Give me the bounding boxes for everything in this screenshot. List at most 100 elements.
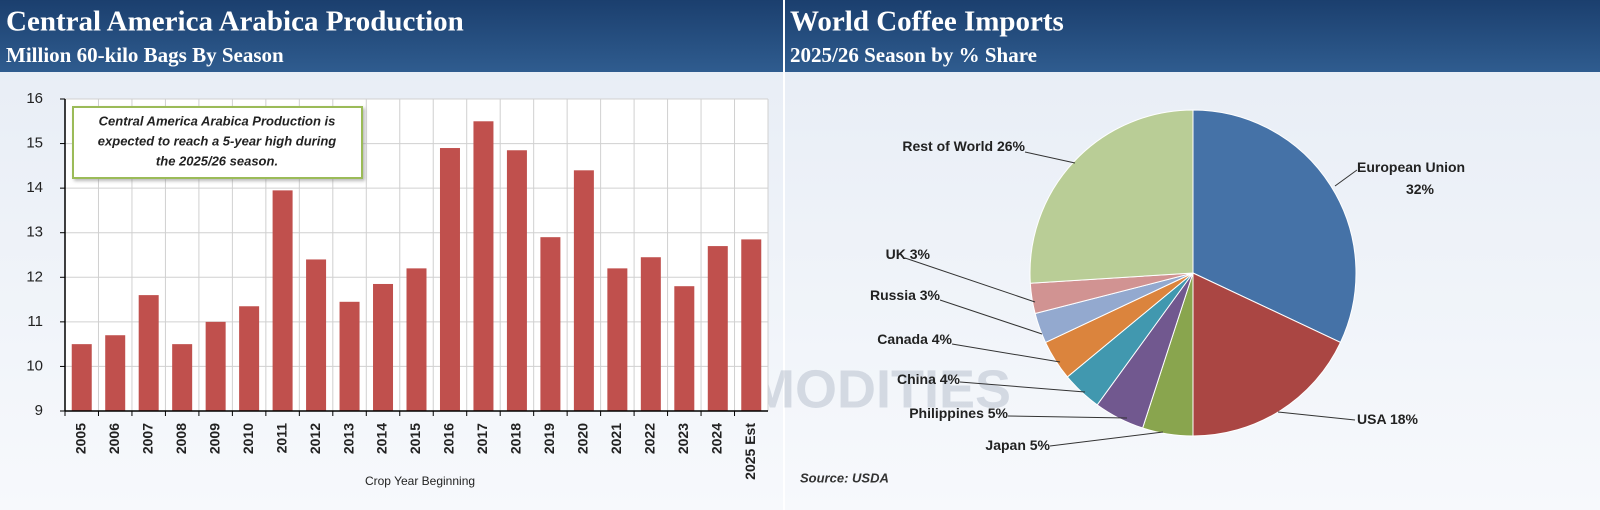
leader-line [904, 257, 1036, 303]
bar [373, 283, 394, 411]
bar [105, 335, 126, 411]
x-tick-label: 2020 [575, 423, 591, 454]
bar [138, 295, 159, 411]
slice-name: USA [1357, 411, 1386, 427]
leader-line [1334, 169, 1358, 187]
bar [540, 237, 561, 411]
x-tick-label: 2021 [608, 423, 624, 454]
y-tick-label: 14 [26, 179, 43, 196]
x-tick-label: 2008 [173, 423, 189, 454]
slice-label: UK 3% [886, 246, 931, 262]
leader-line [1024, 151, 1076, 164]
slice-value-label: 3% [920, 287, 941, 303]
bar [573, 170, 594, 411]
slice-name: UK [886, 246, 906, 262]
bar [239, 306, 260, 411]
slice-value-label: 4% [932, 331, 953, 347]
slice-label: Russia 3% [870, 287, 941, 303]
bar [506, 150, 527, 411]
x-tick-label: 2024 [708, 423, 724, 454]
slice-value-label: 18% [1390, 411, 1419, 427]
left-subtitle: Million 60-kilo Bags By Season [6, 43, 284, 67]
source: Source: USDA [800, 470, 889, 485]
leader-line [1007, 415, 1128, 419]
header-band [0, 0, 1600, 72]
leader-line [1277, 411, 1356, 421]
x-tick-label: 2014 [374, 423, 390, 454]
x-tick-label: 2007 [139, 423, 155, 454]
bar [741, 239, 762, 411]
right-title: World Coffee Imports [790, 6, 1064, 38]
annotation-text: expected to reach a 5-year high during [98, 133, 336, 148]
slice-value-label: 4% [940, 371, 961, 387]
right-subtitle: 2025/26 Season by % Share [790, 43, 1037, 67]
y-tick-label: 15 [26, 135, 43, 152]
slice-label: Canada 4% [877, 331, 952, 347]
slice-label: China 4% [897, 371, 961, 387]
slice-name: Russia [870, 287, 916, 303]
y-tick-label: 11 [27, 313, 43, 330]
x-tick-label: 2019 [541, 423, 557, 454]
slice-value-label: 5% [1030, 437, 1051, 453]
slice-name: Canada [877, 331, 928, 347]
y-tick-label: 16 [26, 90, 43, 107]
slice-label: European Union 32% [1357, 159, 1465, 197]
leader-line [959, 381, 1086, 393]
x-tick-label: 2017 [474, 423, 490, 454]
slice-name: European Union [1357, 159, 1465, 175]
x-tick-label: 2012 [307, 423, 323, 454]
bar [674, 286, 695, 411]
bar [272, 190, 293, 411]
annotation-text: Central America Arabica Production is [99, 113, 336, 128]
divider [783, 0, 785, 510]
x-tick-label: 2006 [106, 423, 122, 454]
slice-label: USA 18% [1357, 411, 1419, 427]
slice-name: China [897, 371, 936, 387]
annotation-text: the 2025/26 season. [156, 153, 278, 168]
x-tick-label: 2015 [407, 423, 423, 454]
y-tick-label: 10 [26, 357, 43, 374]
bar [339, 301, 360, 411]
pie-slice [1192, 109, 1357, 344]
bar [172, 344, 193, 411]
y-tick-label: 9 [35, 402, 43, 419]
x-tick-label: 2005 [72, 423, 88, 454]
x-tick-label: 2016 [441, 423, 457, 454]
x-axis-label: Crop Year Beginning [365, 474, 475, 488]
bar [707, 246, 728, 411]
slice-value-label: 32% [1406, 181, 1435, 197]
x-tick-label: 2010 [240, 423, 256, 454]
bar [640, 257, 661, 411]
bar [306, 259, 327, 411]
slice-label: Rest of World 26% [902, 138, 1025, 154]
slice-name: Rest of World [902, 138, 993, 154]
annotation-box [72, 106, 363, 179]
x-tick-label: 2013 [340, 423, 356, 454]
leader-line [951, 343, 1061, 363]
slice-value-label: 3% [910, 246, 931, 262]
slice-label: Philippines 5% [909, 405, 1008, 421]
slice-name: Japan [985, 437, 1025, 453]
y-tick-label: 13 [26, 224, 43, 241]
bar [439, 148, 460, 411]
slice-label: Japan 5% [985, 437, 1050, 453]
x-tick-label: 2011 [273, 423, 289, 454]
slice-name: Philippines [909, 405, 984, 421]
x-tick-label: 2018 [508, 423, 524, 454]
slice-value-label: 5% [988, 405, 1009, 421]
bar [71, 344, 92, 411]
bar [406, 268, 427, 411]
y-tick-label: 12 [26, 268, 43, 285]
slice-value-label: 26% [997, 138, 1026, 154]
leader-line [939, 299, 1043, 335]
leader-line [1049, 431, 1164, 447]
bar [205, 321, 226, 411]
x-tick-label: 2009 [206, 423, 222, 454]
x-tick-label: 2023 [675, 423, 691, 454]
pie-slice [1192, 272, 1342, 437]
left-title: Central America Arabica Production [6, 6, 464, 38]
x-tick-label: 2022 [642, 423, 658, 454]
x-tick-label: 2025 Est [742, 423, 758, 480]
